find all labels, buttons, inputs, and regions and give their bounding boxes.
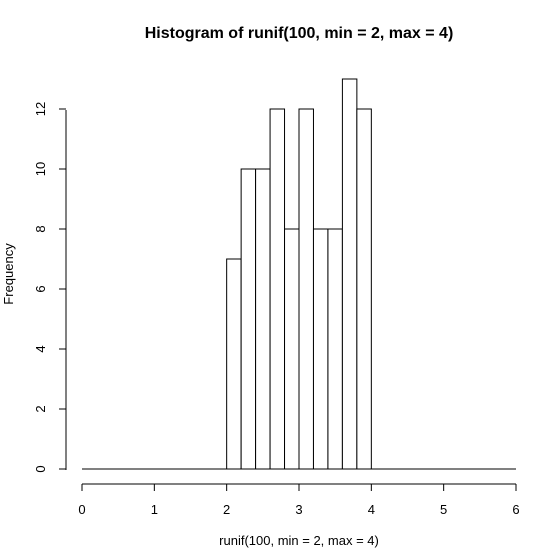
x-tick-label: 0 <box>78 502 85 517</box>
histogram-bar <box>341 78 358 470</box>
bars-group <box>82 78 516 470</box>
x-ticks-group: 0 1 2 3 4 5 6 <box>78 484 520 517</box>
histogram-bar <box>226 258 242 470</box>
x-tick-label: 5 <box>440 502 447 517</box>
x-tick-label: 3 <box>295 502 302 517</box>
x-tick-label: 4 <box>368 502 375 517</box>
histogram-bar <box>327 228 343 470</box>
x-tick-label: 1 <box>151 502 158 517</box>
y-tick-label: 12 <box>33 102 48 116</box>
histogram-bar <box>356 108 372 470</box>
histogram-bar <box>298 108 314 470</box>
y-tick-label: 2 <box>33 405 48 412</box>
y-tick-label: 0 <box>33 465 48 472</box>
histogram-bar <box>312 228 329 470</box>
histogram-bar <box>255 168 271 470</box>
histogram-bar <box>269 108 286 470</box>
histogram-bar <box>284 228 300 470</box>
y-ticks-group: 0 2 4 6 8 10 12 <box>33 102 66 473</box>
histogram-bar <box>240 168 257 470</box>
x-axis-label: runif(100, min = 2, max = 4) <box>219 533 379 548</box>
y-tick-label: 6 <box>33 285 48 292</box>
x-tick-label: 2 <box>223 502 230 517</box>
x-tick-label: 6 <box>512 502 519 517</box>
chart-title: Histogram of runif(100, min = 2, max = 4… <box>145 25 454 42</box>
y-tick-label: 8 <box>33 225 48 232</box>
y-tick-label: 4 <box>33 345 48 352</box>
y-axis-label: Frequency <box>1 243 16 305</box>
y-tick-label: 10 <box>33 162 48 176</box>
